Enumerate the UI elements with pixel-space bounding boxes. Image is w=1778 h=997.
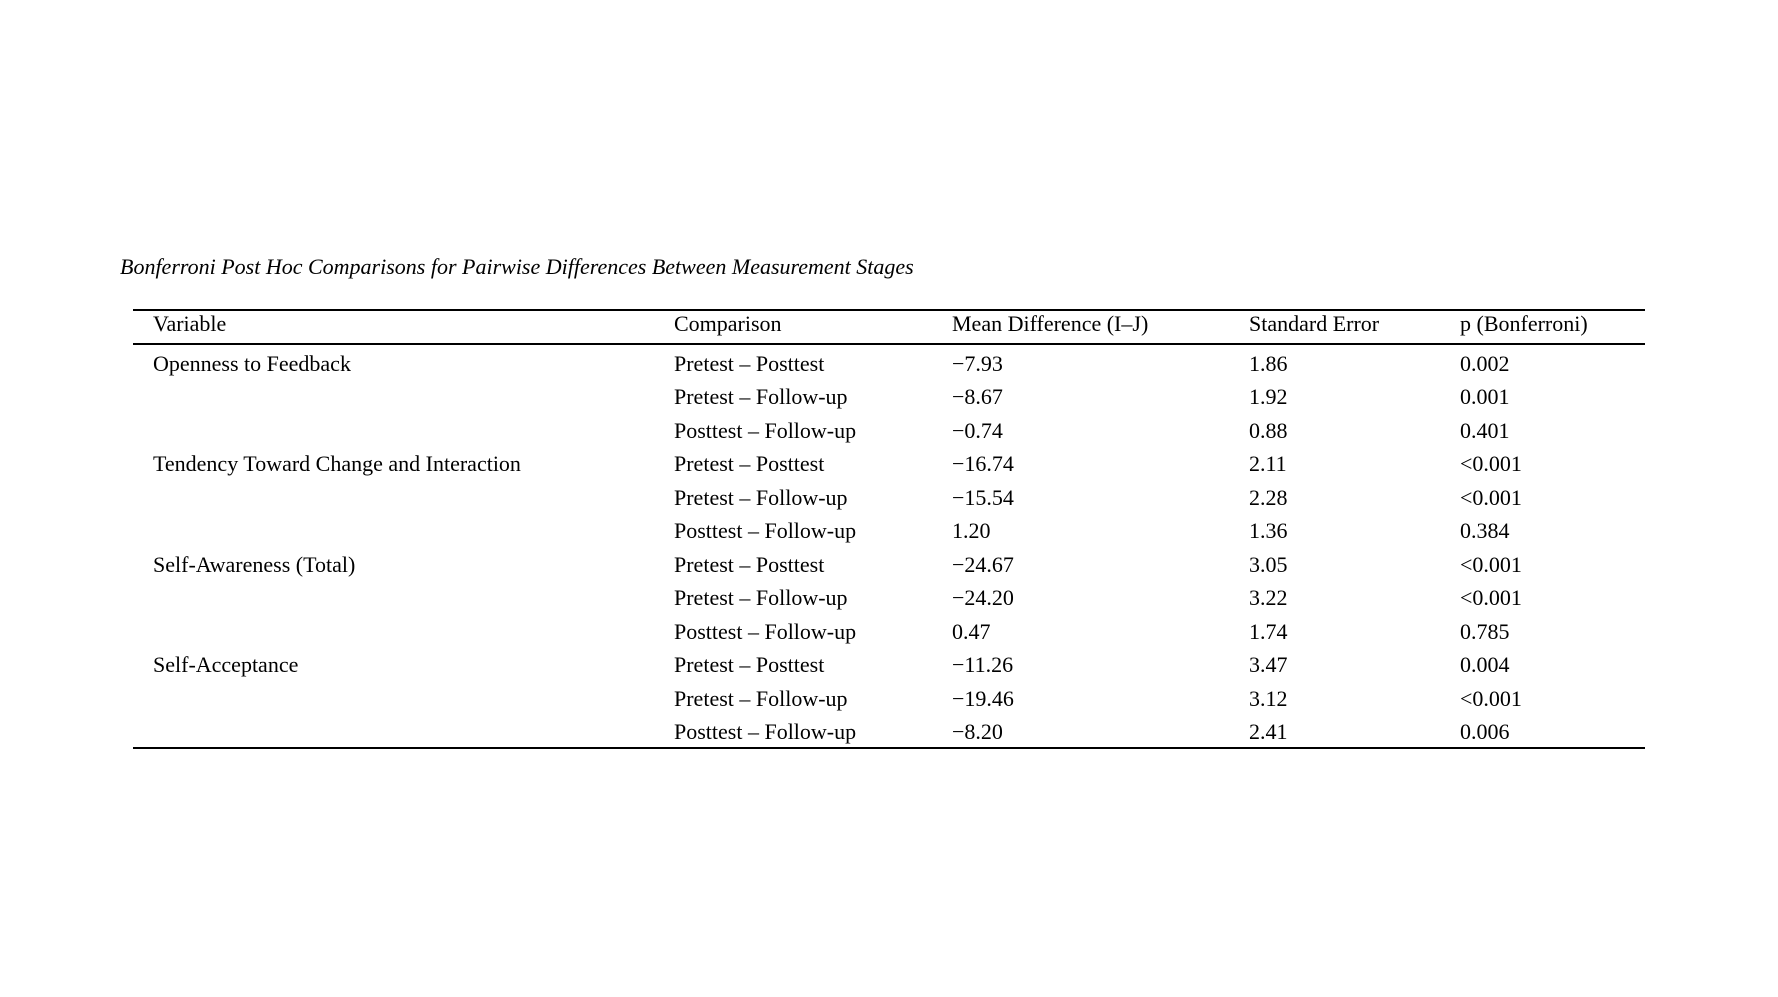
cell-comparison: Pretest – Posttest [674, 350, 825, 376]
cell-mean-difference: 0.47 [952, 618, 991, 644]
table-row: Self-Acceptance Pretest – Posttest −11.2… [133, 647, 1645, 681]
column-header-mean-difference: Mean Difference (I–J) [932, 310, 1229, 345]
cell-variable [133, 613, 654, 647]
cell-standard-error: 2.41 [1249, 719, 1288, 745]
cell-variable [133, 580, 654, 614]
cell-p-value: <0.001 [1460, 484, 1522, 510]
table-row: Pretest – Follow-up −8.67 1.92 0.001 [133, 379, 1645, 413]
cell-comparison: Posttest – Follow-up [674, 417, 857, 443]
cell-variable: Tendency Toward Change and Interaction [153, 451, 521, 477]
cell-comparison: Pretest – Posttest [674, 652, 825, 678]
table-row: Pretest – Follow-up −24.20 3.22 <0.001 [133, 580, 1645, 614]
cell-variable [133, 379, 654, 413]
header-row: Variable Comparison Mean Difference (I–J… [133, 310, 1645, 345]
cell-p-value: 0.384 [1460, 518, 1510, 544]
cell-p-value: 0.785 [1460, 618, 1510, 644]
cell-standard-error: 3.47 [1249, 652, 1288, 678]
table-row: Posttest – Follow-up −0.74 0.88 0.401 [133, 412, 1645, 446]
cell-comparison: Posttest – Follow-up [674, 518, 857, 544]
cell-comparison: Pretest – Posttest [674, 551, 825, 577]
column-header-standard-error: Standard Error [1229, 310, 1440, 345]
cell-standard-error: 2.11 [1249, 451, 1287, 477]
table-row: Pretest – Follow-up −15.54 2.28 <0.001 [133, 479, 1645, 513]
cell-standard-error: 0.88 [1249, 417, 1288, 443]
cell-p-value: 0.004 [1460, 652, 1510, 678]
cell-p-value: 0.002 [1460, 350, 1510, 376]
cell-p-value: 0.001 [1460, 384, 1510, 410]
cell-p-value: 0.006 [1460, 719, 1510, 745]
cell-variable: Self-Acceptance [153, 652, 299, 678]
cell-standard-error: 2.28 [1249, 484, 1288, 510]
table-title: Bonferroni Post Hoc Comparisons for Pair… [120, 254, 914, 279]
cell-variable [133, 513, 654, 547]
cell-mean-difference: −7.93 [952, 350, 1003, 376]
cell-mean-difference: −15.54 [952, 484, 1014, 510]
cell-comparison: Pretest – Follow-up [674, 484, 848, 510]
posthoc-table: Variable Comparison Mean Difference (I–J… [133, 309, 1645, 749]
table-row: Posttest – Follow-up −8.20 2.41 0.006 [133, 714, 1645, 749]
cell-comparison: Posttest – Follow-up [674, 719, 857, 745]
cell-standard-error: 1.86 [1249, 350, 1288, 376]
column-header-comparison: Comparison [654, 310, 932, 345]
cell-standard-error: 1.36 [1249, 518, 1288, 544]
cell-mean-difference: −24.67 [952, 551, 1014, 577]
cell-mean-difference: −8.67 [952, 384, 1003, 410]
cell-p-value: <0.001 [1460, 585, 1522, 611]
cell-p-value: <0.001 [1460, 551, 1522, 577]
cell-mean-difference: −16.74 [952, 451, 1014, 477]
cell-mean-difference: −0.74 [952, 417, 1003, 443]
column-header-variable: Variable [133, 310, 654, 345]
cell-comparison: Pretest – Posttest [674, 451, 825, 477]
cell-p-value: <0.001 [1460, 685, 1522, 711]
cell-p-value: <0.001 [1460, 451, 1522, 477]
table-row: Openness to Feedback Pretest – Posttest … [133, 344, 1645, 379]
cell-variable [133, 680, 654, 714]
cell-standard-error: 3.22 [1249, 585, 1288, 611]
cell-comparison: Pretest – Follow-up [674, 384, 848, 410]
cell-variable [133, 714, 654, 749]
cell-mean-difference: −11.26 [952, 652, 1014, 678]
cell-comparison: Posttest – Follow-up [674, 618, 857, 644]
cell-standard-error: 1.92 [1249, 384, 1288, 410]
cell-standard-error: 1.74 [1249, 618, 1288, 644]
table-row: Pretest – Follow-up −19.46 3.12 <0.001 [133, 680, 1645, 714]
table-container: Variable Comparison Mean Difference (I–J… [133, 309, 1645, 749]
cell-p-value: 0.401 [1460, 417, 1510, 443]
table-row: Self-Awareness (Total) Pretest – Posttes… [133, 546, 1645, 580]
cell-variable [133, 479, 654, 513]
cell-comparison: Pretest – Follow-up [674, 685, 848, 711]
cell-standard-error: 3.05 [1249, 551, 1288, 577]
table-row: Posttest – Follow-up 1.20 1.36 0.384 [133, 513, 1645, 547]
cell-comparison: Pretest – Follow-up [674, 585, 848, 611]
cell-variable [133, 412, 654, 446]
cell-mean-difference: 1.20 [952, 518, 991, 544]
cell-standard-error: 3.12 [1249, 685, 1288, 711]
cell-mean-difference: −8.20 [952, 719, 1003, 745]
cell-variable: Self-Awareness (Total) [153, 551, 356, 577]
cell-mean-difference: −24.20 [952, 585, 1014, 611]
table-row: Tendency Toward Change and Interaction P… [133, 446, 1645, 480]
column-header-p-value: p (Bonferroni) [1440, 310, 1645, 345]
table-row: Posttest – Follow-up 0.47 1.74 0.785 [133, 613, 1645, 647]
cell-variable: Openness to Feedback [153, 350, 351, 376]
cell-mean-difference: −19.46 [952, 685, 1014, 711]
